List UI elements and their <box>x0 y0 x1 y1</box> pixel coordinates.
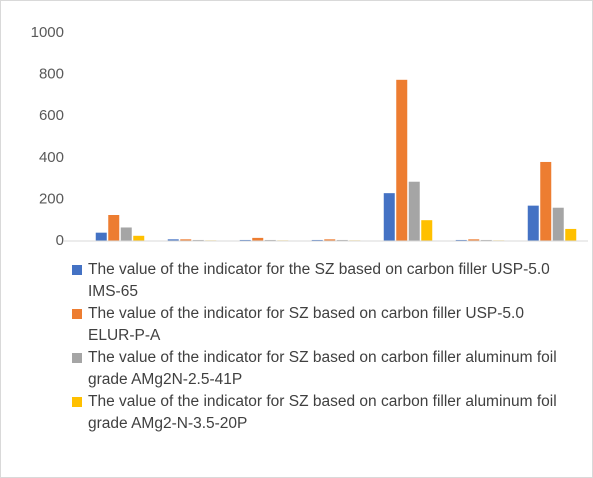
y-tick-label: 600 <box>39 107 64 124</box>
legend-swatch <box>72 265 82 275</box>
y-tick-label: 400 <box>39 149 64 166</box>
bar <box>133 235 145 241</box>
legend-swatch <box>72 353 82 363</box>
bar <box>565 228 577 241</box>
legend-label: The value of the indicator for SZ based … <box>88 393 557 432</box>
legend-swatch <box>72 397 82 407</box>
bar <box>120 227 132 241</box>
bar <box>408 181 420 241</box>
legend-item: The value of the indicator for SZ based … <box>72 391 572 434</box>
bar <box>95 232 107 241</box>
bar <box>239 239 251 241</box>
bar <box>455 239 467 241</box>
bar <box>336 239 348 241</box>
bar <box>468 239 480 241</box>
bar <box>396 79 408 241</box>
bar <box>552 207 564 241</box>
bar <box>192 239 204 241</box>
bar <box>108 215 120 241</box>
bar <box>324 239 336 241</box>
bar <box>252 237 264 241</box>
bar <box>264 239 276 241</box>
bar <box>527 205 539 241</box>
y-tick-label: 200 <box>39 190 64 207</box>
y-tick-label: 800 <box>39 66 64 83</box>
bar <box>421 220 433 241</box>
bar <box>480 239 492 241</box>
legend-item: The value of the indicator for the SZ ba… <box>72 259 572 302</box>
legend-label: The value of the indicator for SZ based … <box>88 349 557 388</box>
legend-item: The value of the indicator for SZ based … <box>72 347 572 390</box>
legend-swatch <box>72 309 82 319</box>
bar <box>540 161 552 241</box>
bar <box>180 239 192 241</box>
y-tick-label: 0 <box>56 232 64 249</box>
bar <box>311 239 323 241</box>
bar <box>167 239 179 241</box>
y-tick-label: 1000 <box>31 24 64 41</box>
legend-label: The value of the indicator for the SZ ba… <box>88 261 550 300</box>
legend: The value of the indicator for the SZ ba… <box>72 259 572 435</box>
legend-item: The value of the indicator for SZ based … <box>72 303 572 346</box>
bar <box>383 193 395 241</box>
legend-label: The value of the indicator for SZ based … <box>88 305 524 344</box>
